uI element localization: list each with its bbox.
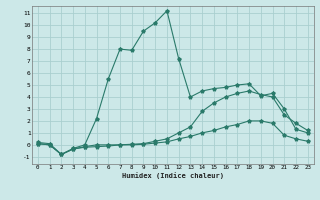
X-axis label: Humidex (Indice chaleur): Humidex (Indice chaleur) — [122, 172, 224, 179]
